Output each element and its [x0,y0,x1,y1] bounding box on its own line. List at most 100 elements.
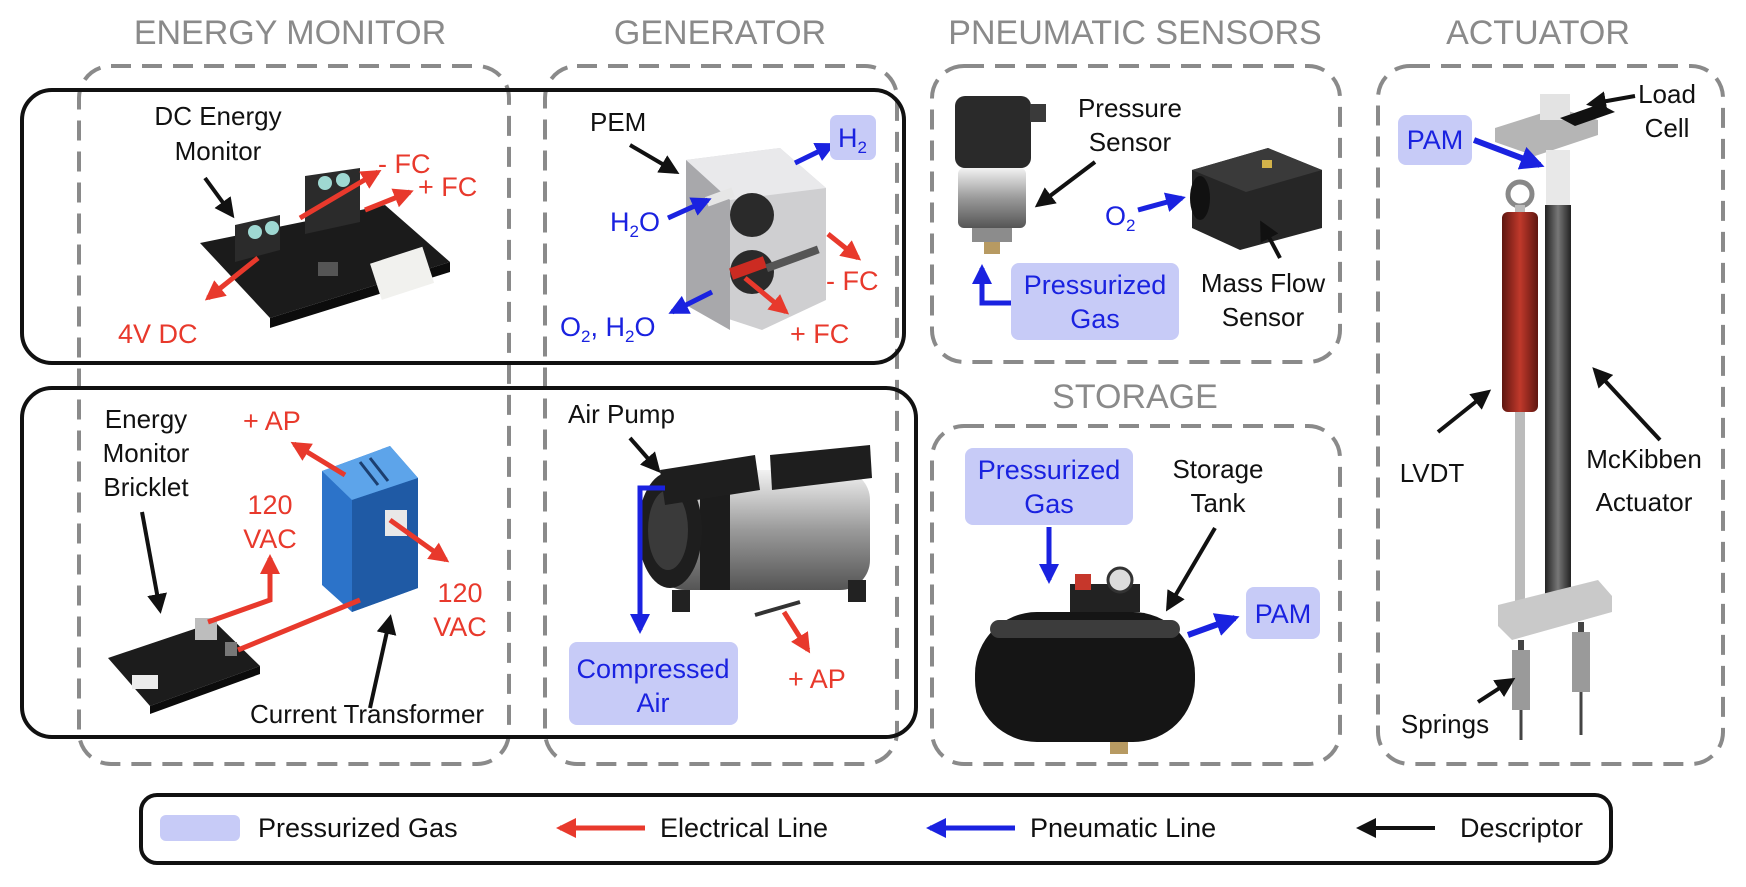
legend-pressurized-gas-swatch [160,815,240,841]
o2-in-arrow [1137,192,1186,213]
fuel-cell-row-frame [20,88,906,365]
legend-electrical-label: Electrical Line [660,813,828,843]
mass-flow-sensor-device [1190,148,1322,250]
actuator-pam-arrow [1472,137,1545,170]
load-cell-line2: Cell [1645,113,1690,143]
actuator-assembly [1495,94,1615,740]
pem-minus-fc-label: - FC [826,266,878,296]
h2-label: H2 [838,123,867,157]
o2-h2o-out-arrow [668,289,714,315]
legend-descriptor-label: Descriptor [1460,813,1583,843]
lvdt-descriptor-arrow [1436,389,1492,434]
bricklet-to-transformer-line [237,597,361,653]
load-cell-descriptor-arrow [1586,91,1636,112]
legend-pressurized-gas-label: Pressurized Gas [258,813,458,843]
plus-fc-label: + FC [418,172,477,202]
generator-frame [543,64,899,766]
storage-frame [930,424,1342,766]
pem-descriptor-arrow [628,143,680,175]
current-transformer-body [322,446,418,612]
pem-plus-fc-label: + FC [790,319,849,349]
storage-pressurized-gas-line1: Pressurized [978,455,1121,485]
energy-monitor-frame [77,64,511,766]
mckibben-line2: Actuator [1596,487,1693,517]
pump-plus-ap-label: + AP [788,664,846,694]
pressure-sensor-descriptor-arrow [1034,160,1097,208]
load-cell-line1: Load [1638,79,1696,109]
dc-energy-monitor-label-line1: DC Energy [154,101,281,131]
o2-in-label: O2 [1105,201,1135,235]
pump-plus-ap-arrow [781,610,811,654]
vac-a-line1: 120 [247,490,292,520]
mckibben-descriptor-arrow [1592,367,1662,442]
sensor-pressurized-gas-arrow [972,264,1012,306]
air-pump-row-frame [20,386,918,739]
minus-fc-label: - FC [378,149,430,179]
storage-pam-arrow [1186,613,1240,638]
dc-energy-monitor-board [200,168,450,328]
legend-pneumatic-label: Pneumatic Line [1030,813,1216,843]
storage-tank-device [975,566,1195,754]
transformer-plus-ap-arrow [290,441,347,478]
o2-h2o-out-label: O2, H2O [560,312,655,346]
compressed-air-line2: Air [637,688,670,718]
section-title-energy-monitor: ENERGY MONITOR [134,14,446,52]
storage-pam-box [1246,587,1320,639]
actuator-frame [1376,64,1725,766]
current-transformer-label: Current Transformer [250,699,484,729]
pem-fuel-cell [686,148,826,330]
pem-plus-fc-arrow [743,276,790,315]
pressure-sensor-device [955,96,1046,254]
compressed-air-arrow [630,485,665,634]
vac-b-line1: 120 [437,578,482,608]
compressed-air-line1: Compressed [576,654,729,684]
storage-pressurized-gas-line2: Gas [1024,489,1074,519]
actuator-pam-box [1398,115,1472,165]
legend-frame [139,793,1613,865]
transformer-120vac-arrow [388,517,450,563]
springs-descriptor-arrow [1476,677,1516,704]
bricklet-plus-ap-label: + AP [243,406,301,436]
air-pump-descriptor-arrow [628,436,661,474]
h2-out-arrow [793,142,836,166]
storage-tank-descriptor-arrow [1165,526,1217,612]
air-pump-machine [638,445,872,617]
energy-monitor-bricklet-board [108,618,260,714]
air-pump-label: Air Pump [568,399,675,429]
storage-tank-line2: Tank [1191,488,1247,518]
lvdt-label: LVDT [1400,458,1465,488]
4v-dc-arrow [204,256,260,301]
pneumatic-sensors-frame [930,64,1342,364]
storage-pam-label: PAM [1255,599,1312,629]
h2-label-box [830,115,876,160]
section-title-generator: GENERATOR [614,14,826,52]
pressure-sensor-line1: Pressure [1078,93,1182,123]
pressure-sensor-line2: Sensor [1089,127,1172,157]
plus-fc-arrow [364,188,414,213]
springs-label: Springs [1401,709,1489,739]
bricklet-descriptor-arrow [140,511,167,614]
vac-b-line2: VAC [433,612,487,642]
current-transformer-descriptor-arrow [368,614,397,709]
h2o-in-label: H2O [610,207,660,241]
minus-fc-arrow [298,169,382,221]
storage-pressurized-gas-box [965,448,1133,525]
bricklet-label-line2: Monitor [103,438,190,468]
dc-monitor-descriptor-arrow [203,176,235,219]
h2o-in-arrow [666,197,712,221]
mckibben-line1: McKibben [1586,444,1702,474]
sensor-pressurized-gas-box [1011,263,1179,340]
section-title-pneumatic-sensors: PNEUMATIC SENSORS [948,14,1321,52]
mass-flow-descriptor-arrow [1260,220,1282,259]
dc-energy-monitor-label-line2: Monitor [175,136,262,166]
vac-a-line2: VAC [243,524,297,554]
section-title-storage: STORAGE [1052,378,1218,416]
bricklet-label-line1: Energy [105,404,187,434]
sensor-pressurized-gas-line2: Gas [1070,304,1120,334]
sensor-pressurized-gas-line1: Pressurized [1024,270,1167,300]
bricklet-label-line3: Bricklet [103,472,189,502]
section-title-actuator: ACTUATOR [1446,14,1630,52]
actuator-pam-label: PAM [1407,125,1464,155]
mass-flow-line2: Sensor [1222,302,1305,332]
